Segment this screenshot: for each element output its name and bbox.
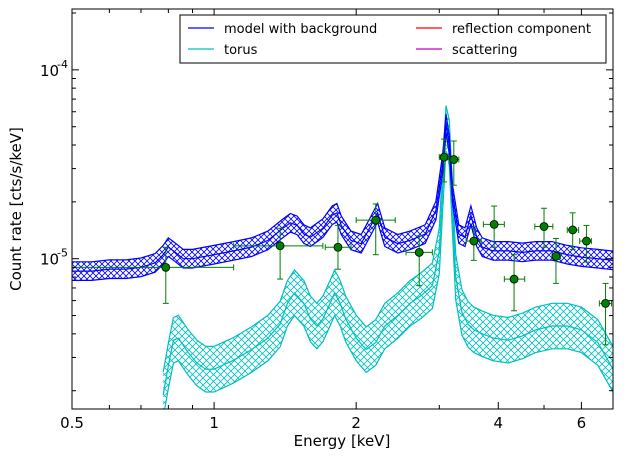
legend-label-reflection: reflection component — [452, 22, 591, 37]
series-band-model-with-background — [72, 114, 613, 281]
x-axis-label: Energy [keV] — [294, 432, 391, 450]
data-point-group — [465, 227, 482, 261]
legend-label-scattering: scattering — [452, 43, 518, 58]
data-point — [568, 225, 578, 235]
data-point — [333, 242, 343, 252]
y-tick-label-exponent: -5 — [57, 247, 68, 260]
ticks-layer: 0.5 1 2 4 610-510-4 — [40, 9, 614, 432]
legend-label-torus: torus — [224, 43, 258, 58]
legend: model with background reflection compone… — [179, 14, 607, 64]
legend-label-model: model with background — [224, 22, 377, 37]
data-point-group — [233, 227, 324, 280]
x-tick-label: 0.5 — [60, 414, 84, 432]
data-point-group — [551, 237, 562, 284]
series-upper-torus — [162, 105, 613, 373]
data-point-group — [72, 246, 235, 304]
data-points-layer — [72, 138, 613, 346]
data-point-group — [449, 140, 460, 186]
data-point-group — [534, 207, 554, 248]
x-tick-label: 2 — [351, 414, 361, 432]
data-point-group — [579, 224, 592, 263]
data-point — [539, 222, 549, 231]
x-tick-label: 1 — [209, 414, 219, 432]
x-tick-label: 6 — [577, 414, 587, 432]
series-lower-torus — [164, 150, 613, 409]
data-point — [275, 241, 285, 251]
y-tick-label-exponent: -4 — [57, 58, 68, 71]
data-point — [449, 155, 459, 164]
series-lower-model-with-background — [72, 132, 613, 281]
data-point — [601, 298, 610, 308]
series-line-torus — [162, 128, 613, 396]
data-point — [582, 236, 591, 246]
y-tick-label: 10 — [40, 62, 59, 80]
data-point-group — [438, 138, 450, 183]
plot-frame — [71, 8, 614, 410]
data-point — [489, 219, 499, 229]
data-point-group — [355, 203, 396, 256]
legend-box — [179, 14, 607, 64]
data-point — [371, 215, 381, 225]
data-point-group — [482, 205, 505, 248]
data-point — [509, 274, 519, 284]
data-point — [439, 152, 449, 162]
y-tick-label: 10 — [40, 251, 59, 269]
series-band-torus — [163, 105, 613, 409]
y-axis-label: Count rate [cts/s/keV] — [7, 127, 25, 291]
data-point — [414, 247, 424, 257]
series-layer — [72, 105, 613, 409]
series-line-model-with-background — [72, 123, 613, 272]
data-point-group — [324, 224, 352, 270]
data-point — [551, 251, 561, 261]
x-tick-label: 4 — [494, 414, 504, 432]
data-point-group — [566, 212, 580, 250]
data-point — [161, 262, 171, 272]
data-point-group — [405, 235, 433, 287]
data-point-group — [598, 282, 613, 346]
series-upper-model-with-background — [72, 114, 613, 263]
data-point — [469, 236, 479, 246]
data-point-group — [503, 254, 526, 312]
